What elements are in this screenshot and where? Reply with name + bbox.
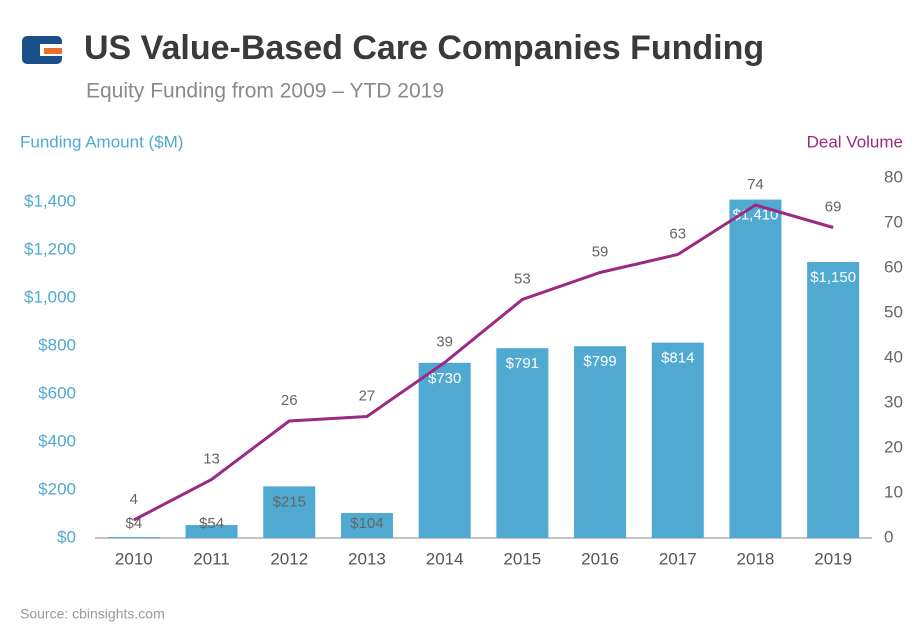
x-tick-label: 2019 [814, 549, 852, 568]
line-value-label: 53 [514, 270, 531, 287]
x-tick-label: 2018 [737, 549, 775, 568]
y2-tick-label: 20 [884, 437, 903, 456]
bar [651, 342, 704, 538]
source: Source: cbinsights.com [20, 606, 165, 622]
bar [729, 199, 782, 538]
y2-tick-label: 30 [884, 392, 903, 411]
line-value-label: 59 [592, 243, 609, 260]
bar-value-label: $54 [199, 515, 224, 532]
x-tick-label: 2015 [503, 549, 541, 568]
bar-value-label: $104 [350, 515, 383, 532]
chart-title: US Value-Based Care Companies Funding [84, 29, 764, 67]
line-value-label: 26 [281, 392, 298, 409]
bar [185, 525, 238, 538]
line-value-label: 13 [203, 450, 220, 467]
line-value-label: 39 [436, 333, 453, 350]
y-tick-label: $1,200 [24, 239, 76, 258]
x-tick-label: 2013 [348, 549, 386, 568]
x-tick-label: 2011 [193, 549, 230, 568]
y2-tick-label: 0 [884, 527, 893, 546]
y2-tick-label: 10 [884, 482, 903, 501]
y-axis-title: Funding Amount ($M) [20, 132, 183, 151]
bar [263, 486, 316, 538]
y-tick-label: $200 [38, 479, 76, 498]
bar-value-label: $215 [273, 493, 306, 510]
x-tick-label: 2017 [659, 549, 697, 568]
y-tick-label: $800 [38, 335, 76, 354]
bar [496, 348, 549, 538]
y-tick-label: $1,400 [24, 191, 76, 210]
y-tick-label: $400 [38, 431, 76, 450]
x-tick-label: 2010 [115, 549, 153, 568]
y2-tick-label: 40 [884, 347, 903, 366]
logo [22, 36, 64, 64]
y-tick-label: $600 [38, 383, 76, 402]
bar [807, 262, 860, 538]
line-value-label: 27 [359, 387, 376, 404]
line-value-label: 74 [747, 176, 764, 193]
bar [418, 362, 471, 538]
bar-value-label: $1,150 [810, 269, 856, 286]
y2-tick-label: 70 [884, 212, 903, 231]
bar [107, 537, 160, 538]
y2-tick-label: 60 [884, 257, 903, 276]
bar [340, 513, 393, 538]
y-tick-label: $1,000 [24, 287, 76, 306]
x-tick-label: 2016 [581, 549, 619, 568]
y-tick-label: $0 [57, 527, 76, 546]
y2-axis-title: Deal Volume [807, 132, 903, 151]
chart-subtitle: Equity Funding from 2009 – YTD 2019 [86, 80, 444, 103]
y2-tick-label: 50 [884, 302, 903, 321]
line-value-label: 63 [669, 225, 686, 242]
x-tick-label: 2012 [270, 549, 308, 568]
line [133, 203, 834, 522]
bar-value-label: $799 [583, 353, 616, 370]
bar [574, 346, 627, 538]
y2-tick-label: 80 [884, 167, 903, 186]
bar-value-label: $791 [506, 355, 539, 372]
bar-value-label: $814 [661, 350, 694, 367]
line-value-label: 69 [825, 198, 842, 215]
x-tick-label: 2014 [426, 549, 464, 568]
bar-value-label: $730 [428, 370, 461, 387]
line-value-label: 4 [130, 491, 138, 508]
